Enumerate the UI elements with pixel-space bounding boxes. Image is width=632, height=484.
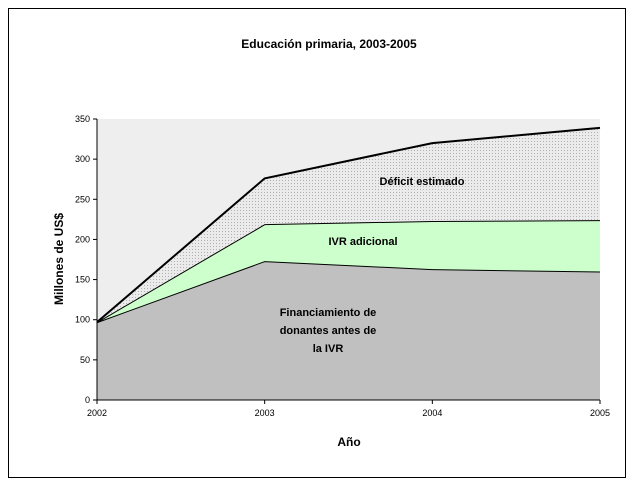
y-tick-label: 0 [85,395,90,405]
x-axis-title: Año [337,435,360,449]
y-tick-label: 350 [75,114,90,124]
area-series-2 [97,220,600,323]
x-tick-label: 2003 [255,408,275,418]
y-tick-label: 100 [75,315,90,325]
area-label-3: Déficit estimado [380,176,465,188]
area-label-2: IVR adicional [328,236,397,248]
y-tick-label: 300 [75,154,90,164]
y-tick-label: 200 [75,234,90,244]
chart-frame: Educación primaria, 2003-2005 0 50 100 150 2… [8,8,626,478]
chart-title: Educación primaria, 2003-2005 [241,37,417,51]
x-tick-label: 2004 [422,408,442,418]
y-tick-label: 50 [80,355,90,365]
y-tick-label: 250 [75,194,90,204]
area-label-1: Financiamiento de donantes antes de la IVR [280,307,377,355]
x-tick-label: 2002 [87,408,107,418]
y-tick-label: 150 [75,275,90,285]
x-tick-label: 2005 [590,408,610,418]
series-line-3 [96,126,601,323]
y-axis-title: Millones de US$ [52,213,66,305]
area-series-1 [97,261,600,400]
chart: Educación primaria, 2003-2005 0 50 100 150 2… [52,37,610,449]
area-series-3 [97,127,600,323]
